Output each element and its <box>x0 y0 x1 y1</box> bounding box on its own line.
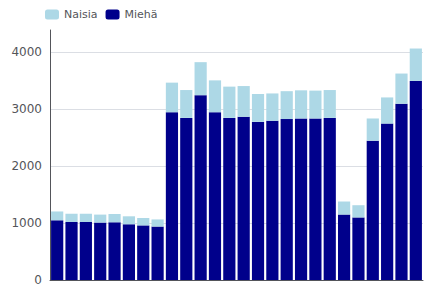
svg-text:4000: 4000 <box>11 45 42 59</box>
svg-text:1000: 1000 <box>11 216 42 230</box>
svg-text:3000: 3000 <box>11 102 42 116</box>
svg-text:Naisia: Naisia <box>64 8 98 21</box>
svg-text:0: 0 <box>34 273 42 287</box>
svg-text:Miehä: Miehä <box>125 8 158 21</box>
svg-text:2000: 2000 <box>11 159 42 173</box>
